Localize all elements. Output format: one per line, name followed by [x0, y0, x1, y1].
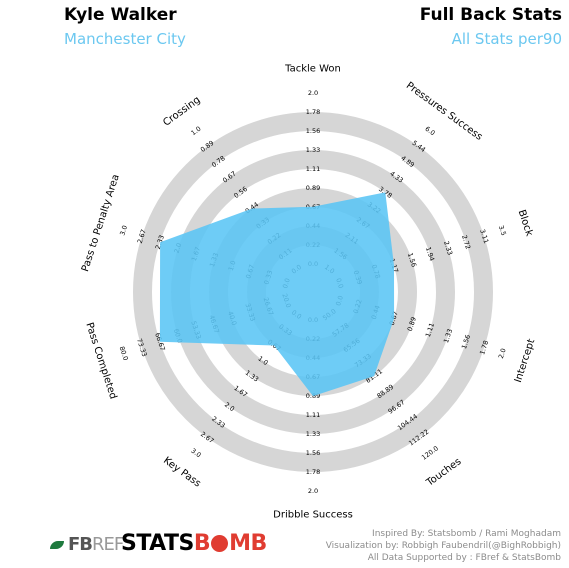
- param-label: Pass to Penalty Area: [80, 173, 122, 273]
- param-label: Pressures Success: [404, 80, 484, 143]
- fbref-leaf-icon: [50, 541, 64, 549]
- tick-label: 1.11: [306, 411, 320, 419]
- tick-label: 1.78: [306, 108, 320, 116]
- tick-label: 1.11: [306, 165, 320, 173]
- credit-line-1: Inspired By: Statsbomb / Rami Moghadam: [372, 529, 561, 539]
- tick-label: 80.0: [118, 345, 130, 361]
- param-label: Touches: [424, 456, 464, 489]
- chart-subtitle: All Stats per90: [451, 30, 562, 48]
- param-label: Dribble Success: [273, 510, 353, 521]
- tick-label: 2.0: [497, 347, 508, 359]
- param-label: Block: [516, 209, 535, 238]
- player-name: Kyle Walker: [64, 5, 177, 25]
- param-label: Intercept: [513, 338, 537, 384]
- param-label: Tackle Won: [284, 64, 341, 75]
- fbref-fb: FB: [68, 534, 93, 555]
- tick-label: 3.0: [118, 224, 129, 236]
- tick-label: 1.56: [306, 449, 320, 457]
- tick-label: 2.0: [308, 487, 318, 495]
- credit-line-3: All Data Supported by : FBref & StatsBom…: [367, 553, 561, 563]
- team-name: Manchester City: [64, 30, 186, 48]
- ring-band: [133, 112, 493, 472]
- player-stat-polygon: [159, 192, 395, 397]
- tick-label: 1.56: [306, 127, 320, 135]
- param-label: Key Pass: [161, 455, 203, 489]
- tick-label: 1.33: [306, 430, 320, 438]
- statsbomb-b: B: [193, 531, 211, 556]
- credit-line-2: Visualization by: Robbigh Faubendril(@Bi…: [325, 541, 561, 551]
- tick-label: 1.0: [189, 125, 202, 138]
- param-label: Crossing: [161, 95, 202, 129]
- param-label: Pass Completed: [83, 321, 118, 400]
- statsbomb-stats: STATS: [121, 531, 194, 556]
- fbref-logo: FBREF: [50, 534, 124, 555]
- tick-label: 3.0: [189, 447, 202, 460]
- tick-label: 1.78: [306, 468, 320, 476]
- tick-label: 3.5: [497, 224, 508, 236]
- chart-title: Full Back Stats: [419, 5, 562, 25]
- tick-label: 120.0: [420, 444, 440, 461]
- tick-label: 2.0: [308, 89, 318, 97]
- statsbomb-logo: STATSB MB: [121, 531, 267, 556]
- tick-label: 0.89: [306, 184, 320, 192]
- statsbomb-ball-icon: [211, 535, 229, 552]
- statsbomb-mb: MB: [229, 531, 267, 556]
- tick-label: 6.0: [423, 125, 436, 138]
- credits: Inspired By: Statsbomb / Rami Moghadam V…: [326, 528, 561, 564]
- fbref-ref: REF: [92, 534, 124, 555]
- tick-label: 1.33: [306, 146, 320, 154]
